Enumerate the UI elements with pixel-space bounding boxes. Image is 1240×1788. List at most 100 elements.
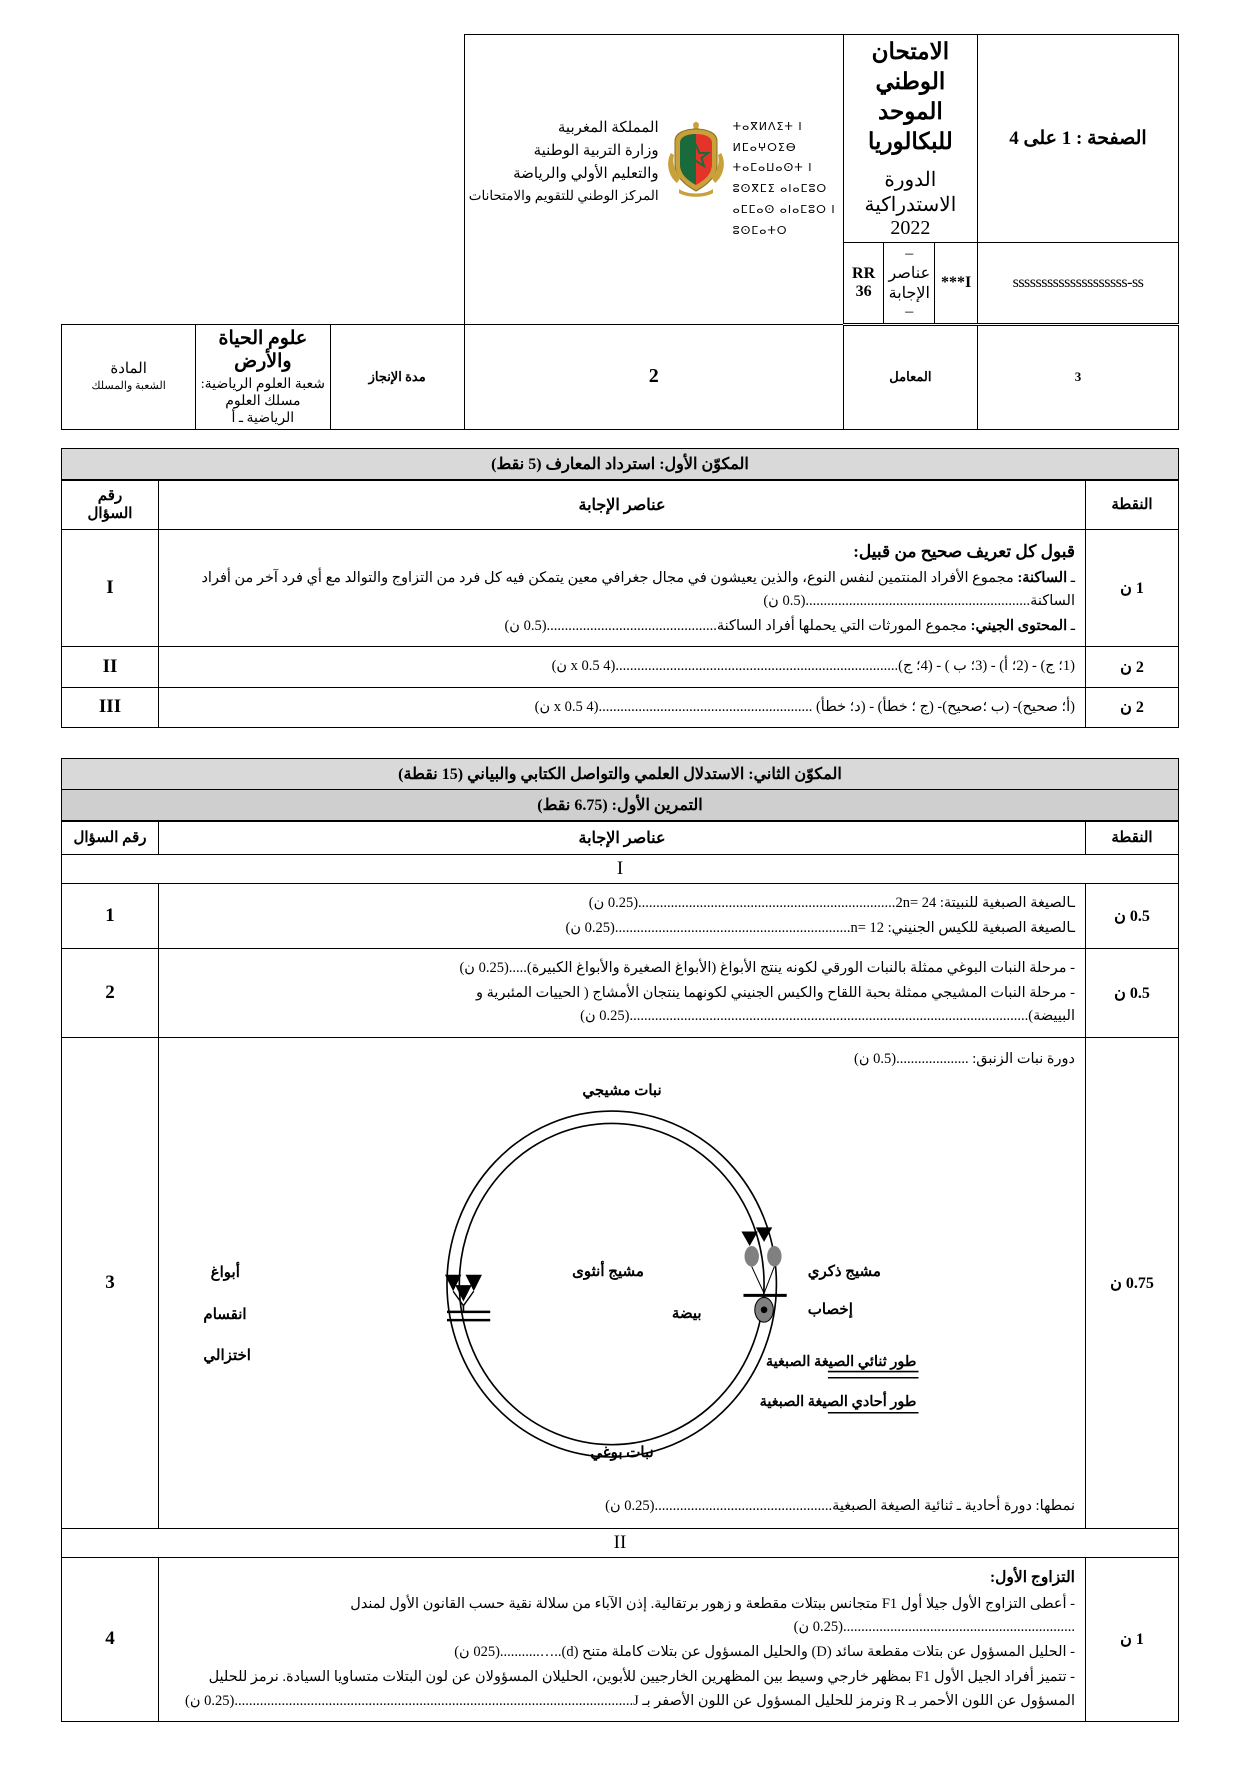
row-answer: (أ؛ صحيح)- (ب ؛صحيح)- (ج ؛ خطأ) - (د؛ خط… (158, 686, 1086, 728)
kingdom-line-2: وزارة التربية الوطنية (533, 142, 659, 159)
label-fertilization: إخصاب (807, 1301, 853, 1318)
table-row: 2 ن (أ؛ صحيح)- (ب ؛صحيح)- (ج ؛ خطأ) - (د… (61, 686, 1179, 728)
coefficient-value-cell: 3 (977, 323, 1179, 430)
row-answer: (1؛ ج) - (2؛ أ) - (3؛ ب ) - (4؛ ج)......… (158, 646, 1086, 688)
serial-code-cell: ssssssssssssssssssss-ss (977, 241, 1179, 326)
answer-line: (أ؛ صحيح)- (ب ؛صحيح)- (ج ؛ خطأ) - (د؛ خط… (534, 698, 1075, 715)
answer-line: - أعطى التزاوج الأول جيلا أول F1 متجانس … (350, 1595, 1075, 1635)
exam-answer-key-page: الصفحة : 1 على 4 الامتحان الوطني الموحد … (0, 34, 1240, 1788)
section-row-II: II (61, 1528, 1179, 1558)
kingdom-line-3: والتعليم الأولي والرياضة (513, 166, 659, 183)
header-top-row: الصفحة : 1 على 4 الامتحان الوطني الموحد … (62, 34, 1179, 325)
morocco-coat-of-arms-icon (667, 120, 724, 197)
col-header-qnum: رقم السؤال (61, 820, 159, 855)
exam-title: الامتحان الوطني الموحد للبكالوريا (868, 39, 953, 154)
table-row: 0.5 ن ـالصيغة الصبغية للنبيتة: 24 =2n...… (61, 882, 1179, 950)
header-code-row: ssssssssssssssssssss-ss I*** – عناصر الإ… (62, 241, 1179, 326)
row-answer: ـالصيغة الصبغية للنبيتة: 24 =2n.........… (158, 882, 1086, 950)
row-qnum: I (61, 528, 159, 648)
subject-name-cell: علوم الحياة والأرض شعبة العلوم الرياضية:… (195, 323, 331, 430)
col-header-qnum: رقم السؤال (61, 479, 159, 530)
duration-label: مدة الإنجاز (368, 368, 426, 384)
label-female-gamete: مشيج أنثوى (572, 1263, 644, 1280)
subject-label: المادة (110, 360, 147, 377)
row-qnum: 1 (61, 882, 159, 950)
row-answer: قبول كل تعريف صحيح من قبيل: ـ الساكنة: م… (158, 528, 1086, 648)
col-header-points: النقطة (1085, 820, 1179, 855)
table-row: 1 ن قبول كل تعريف صحيح من قبيل: ـ الساكن… (61, 528, 1179, 648)
label-meiosis-line2: اختزالي (203, 1347, 251, 1364)
kingdom-text-block: المملكة المغربية وزارة التربية الوطنية و… (469, 117, 659, 208)
row-points: 0.5 ن (1085, 948, 1179, 1038)
section-row-I: I (61, 853, 1179, 884)
label-gametophyte: نبات مشيجي (582, 1082, 662, 1099)
branch-name: شعبة العلوم الرياضية: مسلك العلوم الرياض… (200, 376, 325, 426)
label-male-gamete: مشيج ذكري (807, 1263, 881, 1280)
component1-header-row: النقطة عناصر الإجابة رقم السؤال (61, 479, 1179, 530)
page-label: الصفحة : 1 على 4 (1009, 127, 1147, 149)
lily-life-cycle-diagram: نبات مشيجي نبات بوغي أبواغ انقسام اختزال… (169, 1073, 1075, 1493)
answer-line: - الحليل المسؤول عن بتلات مقطعة سائد (D)… (454, 1644, 1075, 1661)
row-qnum: 4 (61, 1557, 159, 1722)
row-answer: دورة نبات الزنبق: ....................(0… (158, 1036, 1086, 1530)
tifinagh-block: ⵜⴰⴳⵍⴷⵉⵜ ⵏ ⵍⵎⴰⵖⵔⵉⴱ ⵜⴰⵎⴰⵡⴰⵙⵜ ⵏ ⵓⵙⴳⵎⵉ ⴰⵏⴰⵎⵓ… (733, 117, 839, 242)
answer-line: ـالصيغة الصبغية للنبيتة: 24 =2n.........… (588, 894, 1075, 911)
row-points: 1 ن (1085, 1557, 1179, 1722)
tifinagh-line-3: ⴰⵎⵎⴰⵙ ⴰⵏⴰⵎⵓⵔ ⵏ ⵓⵙⵎⴰⵜⵔ (732, 203, 836, 238)
col-header-points: النقطة (1085, 479, 1179, 530)
tifinagh-line-1: ⵜⴰⴳⵍⴷⵉⵜ ⵏ ⵍⵎⴰⵖⵔⵉⴱ (732, 119, 803, 154)
life-cycle-svg (444, 1110, 919, 1458)
row-qnum: 2 (61, 948, 159, 1038)
subject-name: علوم الحياة والأرض (218, 327, 308, 372)
label-egg: بيضة (671, 1305, 702, 1322)
table-row: 2 ن (1؛ ج) - (2؛ أ) - (3؛ ب ) - (4؛ ج)..… (61, 646, 1179, 688)
label-spores: أبواغ (210, 1264, 240, 1281)
col-header-answer: عناصر الإجابة (158, 820, 1086, 855)
branch-label: الشعبة والمسلك (91, 380, 166, 393)
row-points: 2 ن (1085, 686, 1179, 728)
duration-value-cell: 2 (463, 323, 844, 430)
component2-header-row: النقطة عناصر الإجابة رقم السؤال (61, 820, 1179, 855)
code-subtable-cell: I*** – عناصر الإجابة – RR 36 (842, 241, 979, 326)
exercise1-band: التمرين الأول: (6.75 نقط) (61, 789, 1179, 821)
label-sporophyte: نبات بوغي (590, 1444, 654, 1461)
answer-lead: قبول كل تعريف صحيح من قبيل: (853, 541, 1075, 561)
row-points: 0.75 ن (1085, 1036, 1179, 1530)
component1-band: المكوّن الأول: استرداد المعارف (5 نقط) (61, 447, 1179, 480)
label-meiosis-line1: انقسام (203, 1306, 247, 1323)
coefficient-label-cell: المعامل (842, 323, 979, 430)
row-answer: - مرحلة النبات البوغي ممثلة بالنبات الور… (158, 948, 1086, 1038)
section-label-II: II (61, 1528, 1179, 1558)
section-label-I: I (61, 853, 1179, 884)
answer-line: ـ الساكنة: مجموع الأفراد المنتمين لنفس ا… (201, 569, 1075, 609)
answer-lead: التزاوج الأول: (990, 1569, 1075, 1586)
document-header-table: الصفحة : 1 على 4 الامتحان الوطني الموحد … (60, 34, 1179, 430)
row-points: 0.5 ن (1085, 882, 1179, 950)
row-points: 1 ن (1085, 528, 1179, 648)
variant-cell: I*** (934, 242, 977, 323)
row-qnum: II (61, 646, 159, 688)
table-row-diagram: 0.75 ن دورة نبات الزنبق: ...............… (61, 1036, 1179, 1530)
row-answer: التزاوج الأول: - أعطى التزاوج الأول جيلا… (158, 1557, 1086, 1722)
answer-line: - مرحلة النبات المشيجي ممثلة بحبة اللقاح… (476, 985, 1075, 1025)
page-number-cell: الصفحة : 1 على 4 (977, 34, 1179, 243)
tifinagh-line-2: ⵜⴰⵎⴰⵡⴰⵙⵜ ⵏ ⵓⵙⴳⵎⵉ ⴰⵏⴰⵎⵓⵔ (732, 161, 828, 196)
kingdom-line-4: المركز الوطني للتقويم والامتحانات (468, 188, 659, 204)
component1-table: النقطة عناصر الإجابة رقم السؤال 1 ن قبول … (61, 479, 1179, 728)
row-qnum: 3 (61, 1036, 159, 1530)
duration-label-cell: مدة الإنجاز (329, 323, 465, 430)
kingdom-line-1: المملكة المغربية (557, 119, 659, 136)
legend-haploid-label: طور أحادي الصيغة الصبغية (759, 1394, 917, 1411)
answer-elements-cell: – عناصر الإجابة – (883, 242, 935, 323)
col-header-answer: عناصر الإجابة (158, 479, 1086, 530)
exam-session: الدورة الاستدراكية 2022 (864, 168, 957, 239)
answer-line: (1؛ ج) - (2؛ أ) - (3؛ ب ) - (4؛ ج)......… (551, 658, 1075, 675)
component2-band: المكوّن الثاني: الاستدلال العلمي والتواص… (61, 757, 1179, 790)
reference-code-cell: RR 36 (852, 264, 876, 300)
component2-table: النقطة عناصر الإجابة رقم السؤال I 0.5 ن … (61, 820, 1179, 1722)
table-row: 1 ن التزاوج الأول: - أعطى التزاوج الأول … (61, 1557, 1179, 1722)
ministry-logo-cell: ⵜⴰⴳⵍⴷⵉⵜ ⵏ ⵍⵎⴰⵖⵔⵉⴱ ⵜⴰⵎⴰⵡⴰⵙⵜ ⵏ ⵓⵙⴳⵎⵉ ⴰⵏⴰⵎⵓ… (463, 34, 844, 325)
row-qnum: III (61, 686, 159, 728)
answer-line: ـ المحتوى الجيني: مجموع المورثات التي يح… (504, 618, 1075, 635)
legend-diploid-label: طور ثنائي الصيغة الصبغية (765, 1353, 917, 1370)
